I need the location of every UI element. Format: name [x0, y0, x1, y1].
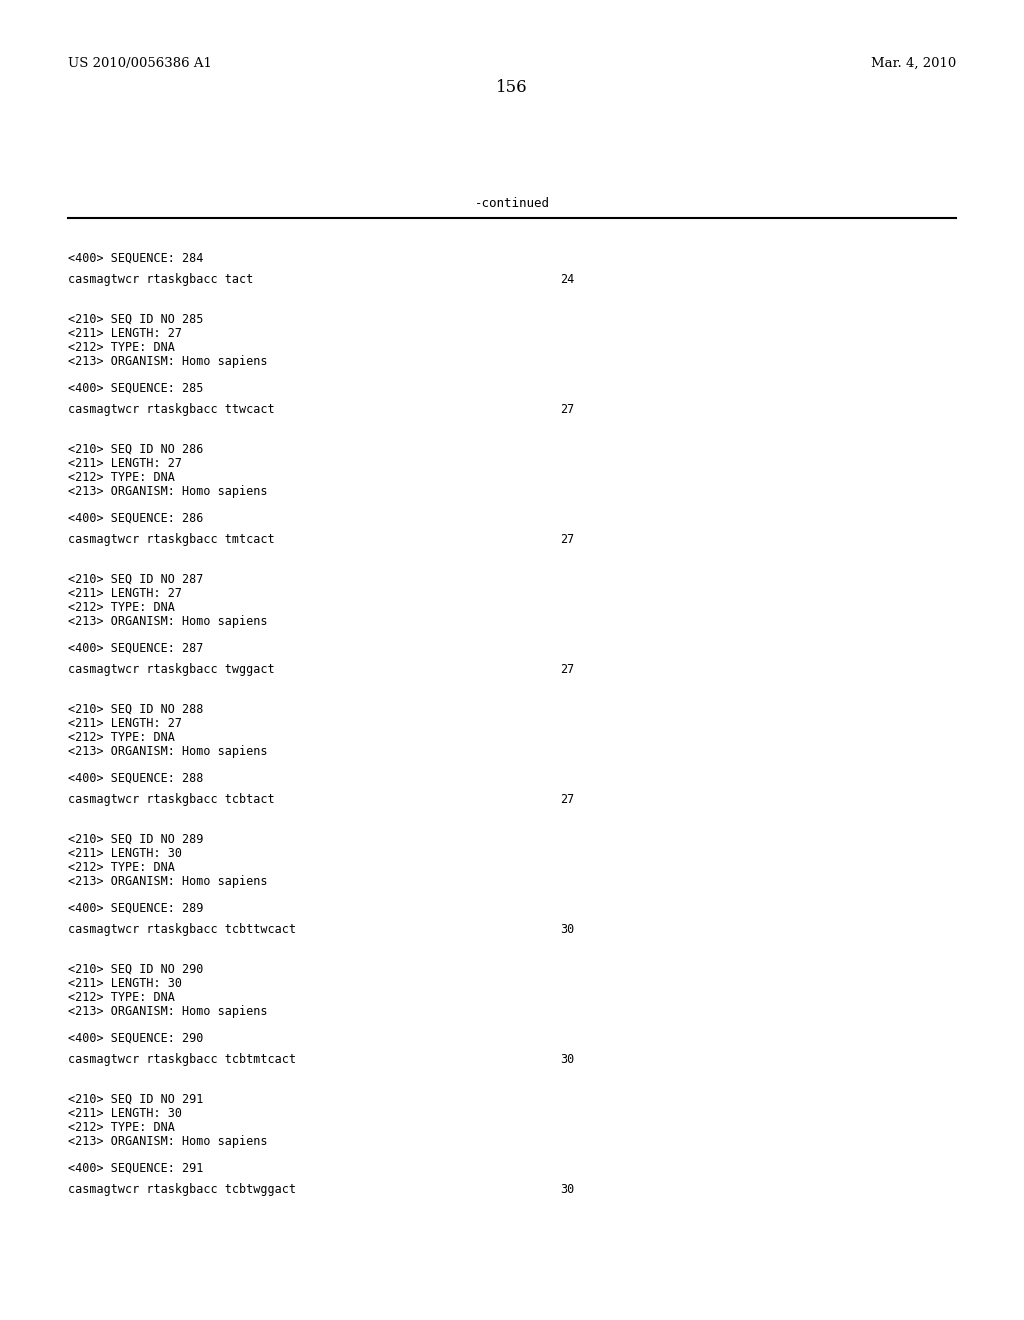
Text: <211> LENGTH: 30: <211> LENGTH: 30 [68, 1107, 182, 1119]
Text: casmagtwcr rtaskgbacc tmtcact: casmagtwcr rtaskgbacc tmtcact [68, 533, 274, 546]
Text: casmagtwcr rtaskgbacc tcbtmtcact: casmagtwcr rtaskgbacc tcbtmtcact [68, 1053, 296, 1067]
Text: <212> TYPE: DNA: <212> TYPE: DNA [68, 341, 175, 354]
Text: <212> TYPE: DNA: <212> TYPE: DNA [68, 861, 175, 874]
Text: <211> LENGTH: 27: <211> LENGTH: 27 [68, 587, 182, 601]
Text: casmagtwcr rtaskgbacc ttwcact: casmagtwcr rtaskgbacc ttwcact [68, 403, 274, 416]
Text: casmagtwcr rtaskgbacc tcbtwggact: casmagtwcr rtaskgbacc tcbtwggact [68, 1183, 296, 1196]
Text: <213> ORGANISM: Homo sapiens: <213> ORGANISM: Homo sapiens [68, 355, 267, 368]
Text: <211> LENGTH: 27: <211> LENGTH: 27 [68, 457, 182, 470]
Text: <213> ORGANISM: Homo sapiens: <213> ORGANISM: Homo sapiens [68, 1135, 267, 1148]
Text: <213> ORGANISM: Homo sapiens: <213> ORGANISM: Homo sapiens [68, 484, 267, 498]
Text: 27: 27 [560, 403, 574, 416]
Text: <210> SEQ ID NO 291: <210> SEQ ID NO 291 [68, 1093, 204, 1106]
Text: 30: 30 [560, 1053, 574, 1067]
Text: -continued: -continued [474, 197, 550, 210]
Text: <400> SEQUENCE: 287: <400> SEQUENCE: 287 [68, 642, 204, 655]
Text: <400> SEQUENCE: 288: <400> SEQUENCE: 288 [68, 772, 204, 785]
Text: <210> SEQ ID NO 290: <210> SEQ ID NO 290 [68, 964, 204, 975]
Text: 30: 30 [560, 923, 574, 936]
Text: casmagtwcr rtaskgbacc tcbtact: casmagtwcr rtaskgbacc tcbtact [68, 793, 274, 807]
Text: <211> LENGTH: 30: <211> LENGTH: 30 [68, 977, 182, 990]
Text: <213> ORGANISM: Homo sapiens: <213> ORGANISM: Homo sapiens [68, 875, 267, 888]
Text: 156: 156 [497, 79, 527, 96]
Text: casmagtwcr rtaskgbacc tact: casmagtwcr rtaskgbacc tact [68, 273, 253, 286]
Text: US 2010/0056386 A1: US 2010/0056386 A1 [68, 57, 212, 70]
Text: <212> TYPE: DNA: <212> TYPE: DNA [68, 731, 175, 744]
Text: casmagtwcr rtaskgbacc twggact: casmagtwcr rtaskgbacc twggact [68, 663, 274, 676]
Text: casmagtwcr rtaskgbacc tcbttwcact: casmagtwcr rtaskgbacc tcbttwcact [68, 923, 296, 936]
Text: <213> ORGANISM: Homo sapiens: <213> ORGANISM: Homo sapiens [68, 744, 267, 758]
Text: <211> LENGTH: 30: <211> LENGTH: 30 [68, 847, 182, 861]
Text: <210> SEQ ID NO 286: <210> SEQ ID NO 286 [68, 444, 204, 455]
Text: 27: 27 [560, 663, 574, 676]
Text: <212> TYPE: DNA: <212> TYPE: DNA [68, 471, 175, 484]
Text: <210> SEQ ID NO 287: <210> SEQ ID NO 287 [68, 573, 204, 586]
Text: <211> LENGTH: 27: <211> LENGTH: 27 [68, 717, 182, 730]
Text: 24: 24 [560, 273, 574, 286]
Text: <213> ORGANISM: Homo sapiens: <213> ORGANISM: Homo sapiens [68, 615, 267, 628]
Text: <212> TYPE: DNA: <212> TYPE: DNA [68, 1121, 175, 1134]
Text: 27: 27 [560, 793, 574, 807]
Text: <210> SEQ ID NO 288: <210> SEQ ID NO 288 [68, 704, 204, 715]
Text: <210> SEQ ID NO 289: <210> SEQ ID NO 289 [68, 833, 204, 846]
Text: <400> SEQUENCE: 289: <400> SEQUENCE: 289 [68, 902, 204, 915]
Text: 27: 27 [560, 533, 574, 546]
Text: Mar. 4, 2010: Mar. 4, 2010 [870, 57, 956, 70]
Text: <212> TYPE: DNA: <212> TYPE: DNA [68, 601, 175, 614]
Text: <400> SEQUENCE: 290: <400> SEQUENCE: 290 [68, 1032, 204, 1045]
Text: <212> TYPE: DNA: <212> TYPE: DNA [68, 991, 175, 1005]
Text: 30: 30 [560, 1183, 574, 1196]
Text: <400> SEQUENCE: 286: <400> SEQUENCE: 286 [68, 512, 204, 525]
Text: <400> SEQUENCE: 284: <400> SEQUENCE: 284 [68, 252, 204, 265]
Text: <211> LENGTH: 27: <211> LENGTH: 27 [68, 327, 182, 341]
Text: <400> SEQUENCE: 285: <400> SEQUENCE: 285 [68, 381, 204, 395]
Text: <210> SEQ ID NO 285: <210> SEQ ID NO 285 [68, 313, 204, 326]
Text: <400> SEQUENCE: 291: <400> SEQUENCE: 291 [68, 1162, 204, 1175]
Text: <213> ORGANISM: Homo sapiens: <213> ORGANISM: Homo sapiens [68, 1005, 267, 1018]
